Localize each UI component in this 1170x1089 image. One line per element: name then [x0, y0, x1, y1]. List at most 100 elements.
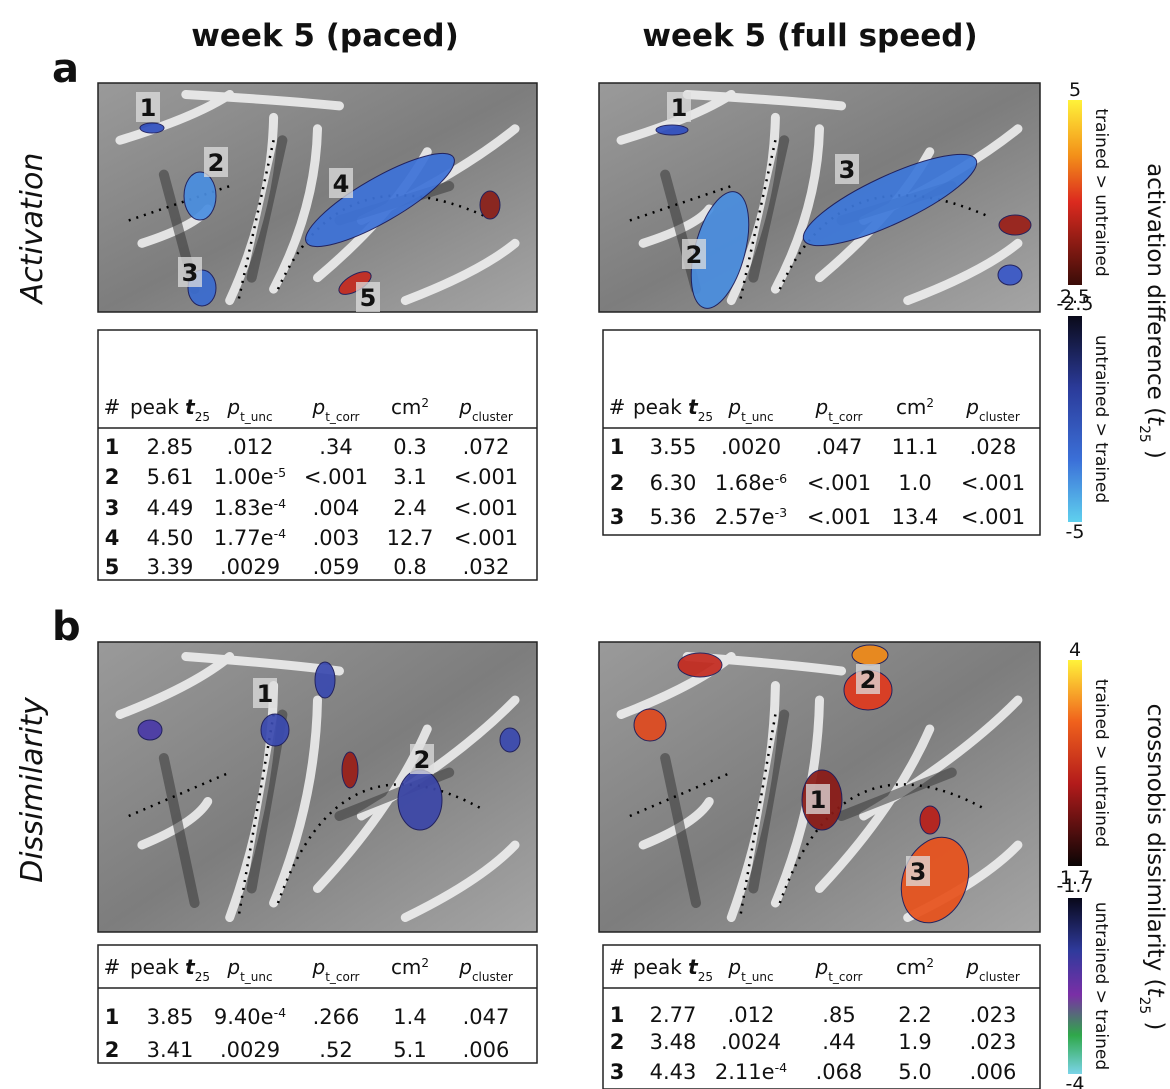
- text-part: p: [965, 955, 979, 979]
- table-cell: 1.77e-4: [214, 526, 286, 551]
- table-header: #: [609, 955, 626, 979]
- cluster-label: 4: [333, 170, 350, 198]
- row-label: Dissimilarity: [15, 696, 50, 883]
- text-part: t_unc: [741, 410, 774, 424]
- table-cell: <.001: [304, 465, 368, 489]
- table-cell: 2.2: [898, 1003, 931, 1027]
- cluster-blob: [997, 264, 1023, 286]
- table-header: pcluster: [965, 955, 1020, 984]
- table-header: cm2: [391, 395, 429, 419]
- text-part: p: [226, 395, 240, 419]
- table-cell: .44: [822, 1030, 855, 1054]
- cluster-label: 1: [140, 94, 157, 122]
- cluster-blob: [183, 171, 217, 221]
- cluster-label-bg: [906, 856, 930, 886]
- table-cell: 2.11e-4: [715, 1060, 787, 1085]
- cluster-blob: [851, 644, 889, 666]
- text-part: 25: [1136, 997, 1152, 1015]
- table-cell: 1.00e-5: [214, 465, 286, 490]
- sulcus: [726, 112, 780, 306]
- cluster-label-bg: [356, 282, 380, 312]
- table-header: pt_corr: [311, 395, 359, 424]
- table-cell: .006: [463, 1038, 510, 1062]
- table-header: #: [104, 395, 121, 419]
- text-part: -4: [274, 496, 287, 511]
- table-cell: .028: [970, 435, 1017, 459]
- colorbar-label: -5: [1066, 521, 1085, 543]
- cluster-blob: [314, 661, 336, 699]
- cluster-blob: [499, 727, 521, 753]
- table-cell: 3.39: [147, 555, 194, 579]
- table-cell: 4.50: [147, 526, 194, 550]
- table-cell: .023: [970, 1003, 1017, 1027]
- cluster-label-bg: [835, 154, 859, 184]
- cluster-label: 3: [910, 858, 927, 886]
- table-cell: .52: [319, 1038, 352, 1062]
- text-part: -6: [775, 471, 788, 486]
- table-header: pt_unc: [727, 395, 773, 424]
- text-part: t: [688, 955, 699, 979]
- text-part: -4: [274, 526, 287, 541]
- text-part: t_unc: [741, 970, 774, 984]
- table-cell: .012: [728, 1003, 775, 1027]
- text-part: t: [688, 395, 699, 419]
- text-part: p: [727, 395, 741, 419]
- table-cell: .072: [463, 435, 510, 459]
- cluster-blob: [802, 153, 978, 247]
- colorbar-desc: untrained > trained: [1091, 902, 1111, 1070]
- table-cell: 1.9: [898, 1030, 931, 1054]
- cluster-label: 1: [671, 94, 688, 122]
- text-part: ): [1142, 1014, 1168, 1030]
- table-header: pt_corr: [814, 955, 862, 984]
- text-part: t_corr: [828, 410, 862, 424]
- table-header: #: [609, 395, 626, 419]
- table-header: peak t25: [130, 395, 210, 424]
- text-part: 1.77e: [214, 526, 274, 550]
- table-cell: 0.8: [393, 555, 426, 579]
- colorbar-label: 5: [1069, 79, 1081, 101]
- table-header: cm2: [896, 395, 934, 419]
- table-cell: .0020: [721, 435, 781, 459]
- dotted-line: [629, 184, 732, 222]
- colorbar-label: 4: [1069, 639, 1081, 661]
- table-cell: 5.0: [898, 1060, 931, 1084]
- cluster-blob: [341, 751, 359, 789]
- table-header: #: [104, 955, 121, 979]
- text-part: cm: [391, 395, 421, 419]
- sulcus: [638, 797, 714, 850]
- cluster-label: 1: [810, 786, 827, 814]
- cluster-label: 3: [182, 259, 199, 287]
- table-cell: 2.57e-3: [715, 505, 787, 530]
- text-part: 1.68e: [715, 471, 775, 495]
- cluster-blob: [260, 713, 290, 747]
- colorbar-positive: [1068, 100, 1082, 285]
- dotted-line: [778, 783, 988, 904]
- text-part: t_corr: [828, 970, 862, 984]
- table-cell: 13.4: [892, 505, 939, 529]
- cluster-blob: [633, 708, 667, 742]
- text-part: t: [1142, 416, 1168, 426]
- sulcus: [269, 695, 322, 908]
- sulcus: [903, 238, 1023, 306]
- dotted-lines: [629, 714, 988, 918]
- table-cell: 1: [105, 1005, 120, 1029]
- sulcus-dark: [660, 753, 702, 908]
- cluster-label: 5: [360, 284, 377, 312]
- sulcus-dark: [660, 169, 702, 295]
- text-part: t_corr: [325, 410, 359, 424]
- cluster-label-bg: [253, 678, 277, 708]
- cluster-blob: [305, 152, 455, 248]
- table-cell: 3: [610, 1060, 625, 1084]
- table-cell: 3: [105, 496, 120, 520]
- cluster-label: 2: [686, 241, 703, 269]
- text-part: -4: [274, 1005, 287, 1020]
- sulci: [616, 89, 1023, 306]
- sulci-dark: [660, 709, 957, 908]
- cluster-label-bg: [136, 92, 160, 122]
- colorbar-label: -2.5: [1056, 293, 1093, 315]
- text-part: t_corr: [325, 970, 359, 984]
- text-part: 2: [421, 396, 429, 410]
- table-cell: 5.1: [393, 1038, 426, 1062]
- table-cell: 3.85: [147, 1005, 194, 1029]
- cluster-label-bg: [682, 239, 706, 269]
